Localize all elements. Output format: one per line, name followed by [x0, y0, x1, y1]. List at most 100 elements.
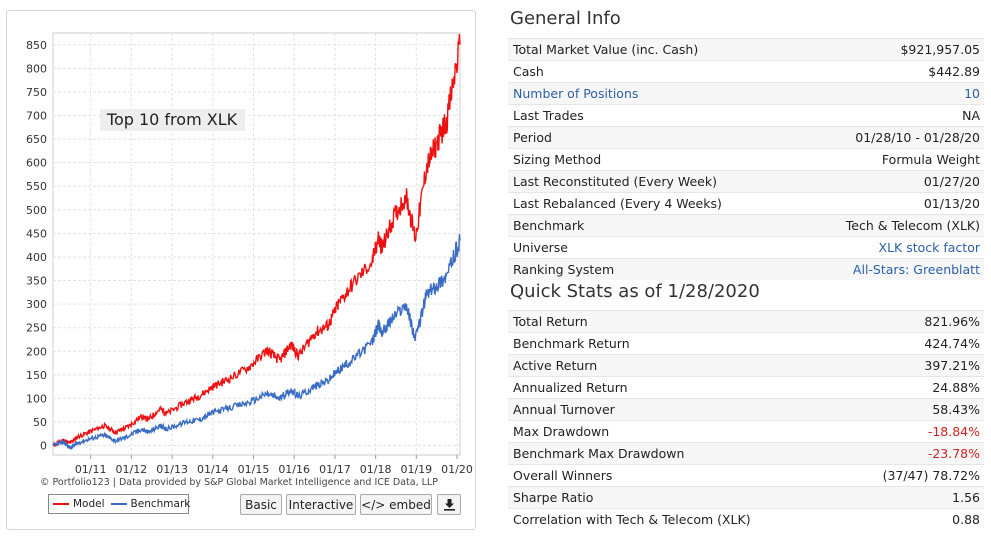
- general-info-value[interactable]: XLK stock factor: [795, 236, 984, 259]
- quick-stats-label: Annual Turnover: [508, 398, 841, 421]
- legend-swatch-model: [53, 503, 69, 505]
- basic-button[interactable]: Basic: [240, 494, 282, 515]
- quick-stats-label: Sharpe Ratio: [508, 486, 841, 509]
- quick-stats-label: Benchmark Max Drawdown: [508, 442, 841, 465]
- series-line-model[interactable]: [52, 33, 461, 448]
- performance-chart: 0 50 100 150 200 250 300 350 400 450 500 550 600 650 7…: [26, 32, 473, 476]
- x-tick-label: 01/13: [156, 463, 188, 476]
- quick-stats-row: Sharpe Ratio 1.56: [508, 486, 984, 509]
- quick-stats-value: 1.56: [840, 486, 984, 509]
- general-info-value: Tech & Telecom (XLK): [795, 214, 984, 237]
- general-info-label: Last Rebalanced (Every 4 Weeks): [508, 192, 796, 215]
- general-info-row: Ranking System All-Stars: Greenblatt: [508, 258, 984, 280]
- plot-area: [52, 32, 461, 456]
- y-tick-label: 200: [26, 345, 47, 358]
- y-tick-label: 700: [26, 110, 47, 123]
- legend-label-benchmark: Benchmark: [130, 498, 191, 510]
- y-tick-label: 600: [26, 157, 47, 170]
- legend-item-benchmark[interactable]: Benchmark: [110, 498, 191, 510]
- y-tick-label: 300: [26, 298, 47, 311]
- y-tick-label: 100: [26, 392, 47, 405]
- chart-annotation-bg: [100, 109, 245, 131]
- quick-stats-value: 58.43%: [840, 398, 984, 421]
- general-info-label: Last Reconstituted (Every Week): [508, 170, 796, 193]
- quick-stats-row: Correlation with Tech & Telecom (XLK) 0.8…: [508, 508, 984, 530]
- quick-stats-row: Benchmark Return 424.74%: [508, 332, 984, 355]
- general-info-value[interactable]: All-Stars: Greenblatt: [795, 258, 984, 280]
- quick-stats-label: Annualized Return: [508, 376, 841, 399]
- general-info-label: Benchmark: [508, 214, 796, 237]
- y-tick-label: 550: [26, 180, 47, 193]
- quick-stats-label: Total Return: [508, 310, 841, 333]
- general-info-label: Ranking System: [508, 258, 796, 280]
- quick-stats-label: Active Return: [508, 354, 841, 377]
- y-tick-label: 750: [26, 86, 47, 99]
- chart-panel: 0 50 100 150 200 250 300 350 400 450 500 550 600 650 7…: [6, 10, 476, 530]
- x-tick-label: 01/14: [197, 463, 229, 476]
- quick-stats-row: Overall Winners (37/47) 78.72%: [508, 464, 984, 487]
- y-tick-label: 450: [26, 227, 47, 240]
- download-button[interactable]: [437, 494, 461, 515]
- general-info-table: Total Market Value (inc. Cash) $921,957.0…: [508, 38, 984, 280]
- quick-stats-value: 0.88: [840, 508, 984, 530]
- x-tick-label: 01/17: [319, 463, 351, 476]
- general-info-label: Sizing Method: [508, 148, 796, 171]
- general-info-row: Universe XLK stock factor: [508, 236, 984, 259]
- quick-stats-row: Max Drawdown -18.84%: [508, 420, 984, 443]
- general-info-label: Universe: [508, 236, 796, 259]
- quick-stats-row: Benchmark Max Drawdown -23.78%: [508, 442, 984, 465]
- x-tick-label: 01/11: [75, 463, 107, 476]
- legend-swatch-benchmark: [110, 503, 127, 505]
- quick-stats-row: Annual Turnover 58.43%: [508, 398, 984, 421]
- general-info-value: $442.89: [795, 60, 984, 83]
- y-tick-label: 650: [26, 133, 47, 146]
- general-info-label: Cash: [508, 60, 796, 83]
- general-info-row: Last Trades NA: [508, 104, 984, 127]
- quick-stats-value: -18.84%: [840, 420, 984, 443]
- quick-stats-title: Quick Stats as of 1/28/2020: [510, 281, 760, 302]
- general-info-row: Benchmark Tech & Telecom (XLK): [508, 214, 984, 237]
- general-info-row: Number of Positions 10: [508, 82, 984, 105]
- legend-label-model: Model: [73, 498, 105, 510]
- general-info-row: Cash $442.89: [508, 60, 984, 83]
- embed-button[interactable]: </> embed: [360, 494, 432, 515]
- general-info-row: Total Market Value (inc. Cash) $921,957.0…: [508, 38, 984, 61]
- general-info-title: General Info: [510, 8, 621, 29]
- y-tick-label: 800: [26, 62, 47, 75]
- x-tick-label: 01/15: [238, 463, 270, 476]
- y-tick-label: 150: [26, 369, 47, 382]
- general-info-value: NA: [795, 104, 984, 127]
- general-info-value: $921,957.05: [795, 38, 984, 61]
- quick-stats-table: Total Return 821.96% Benchmark Return 424.7…: [508, 310, 984, 530]
- legend-item-model[interactable]: Model: [53, 498, 105, 510]
- quick-stats-row: Active Return 397.21%: [508, 354, 984, 377]
- quick-stats-row: Annualized Return 24.88%: [508, 376, 984, 399]
- general-info-label[interactable]: Number of Positions: [508, 82, 796, 105]
- general-info-value[interactable]: 10: [795, 82, 984, 105]
- interactive-button[interactable]: Interactive: [286, 494, 356, 515]
- general-info-label: Total Market Value (inc. Cash): [508, 38, 796, 61]
- quick-stats-row: Total Return 821.96%: [508, 310, 984, 333]
- quick-stats-label: Max Drawdown: [508, 420, 841, 443]
- quick-stats-value: 424.74%: [840, 332, 984, 355]
- quick-stats-label: Overall Winners: [508, 464, 841, 487]
- quick-stats-value: 24.88%: [840, 376, 984, 399]
- series-line-benchmark[interactable]: [52, 234, 461, 450]
- general-info-value: Formula Weight: [795, 148, 984, 171]
- y-tick-label: 500: [26, 204, 47, 217]
- y-tick-label: 50: [33, 416, 47, 429]
- x-tick-label: 01/20: [441, 463, 473, 476]
- y-tick-label: 0: [40, 440, 47, 453]
- x-tick-label: 01/19: [400, 463, 432, 476]
- x-tick-label: 01/16: [278, 463, 310, 476]
- quick-stats-value: (37/47) 78.72%: [840, 464, 984, 487]
- general-info-value: 01/13/20: [795, 192, 984, 215]
- x-tick-label: 01/18: [360, 463, 392, 476]
- general-info-row: Period 01/28/10 - 01/28/20: [508, 126, 984, 149]
- copyright-text: © Portfolio123 | Data provided by S&P Gl…: [40, 477, 438, 488]
- general-info-row: Last Reconstituted (Every Week) 01/27/20: [508, 170, 984, 193]
- quick-stats-value: -23.78%: [840, 442, 984, 465]
- general-info-row: Sizing Method Formula Weight: [508, 148, 984, 171]
- chart-legend[interactable]: Model Benchmark: [48, 494, 191, 514]
- download-icon: [443, 499, 455, 511]
